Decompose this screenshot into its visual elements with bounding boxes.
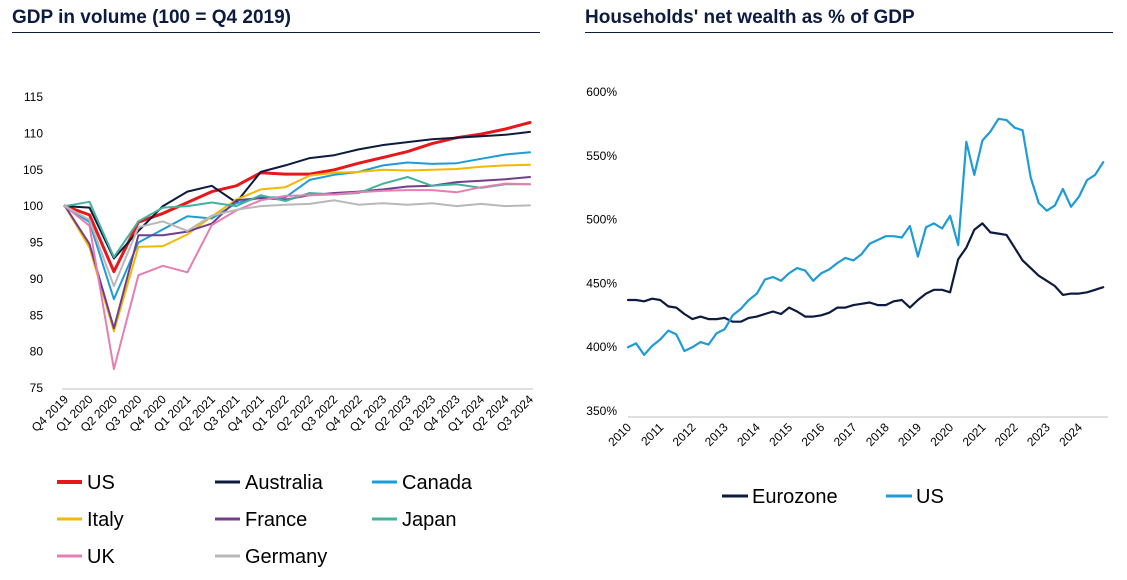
wealth-y-tick-label: 400%	[586, 340, 617, 354]
gdp-legend-label-germany: Germany	[245, 546, 327, 568]
gdp-legend-label-italy: Italy	[87, 509, 124, 531]
gdp-legend-label-france: France	[245, 509, 307, 531]
wealth-title-rule	[585, 32, 1113, 33]
gdp-series-canada	[64, 151, 531, 301]
wealth-legend-label-eurozone: Eurozone	[752, 486, 838, 508]
wealth-y-tick-label: 450%	[586, 276, 617, 290]
wealth-x-tick-label: 2022	[992, 420, 1021, 449]
wealth-x-tick-label: 2014	[734, 420, 763, 449]
wealth-series-us	[626, 117, 1105, 356]
gdp-legend-label-uk: UK	[87, 546, 115, 568]
gdp-legend-label-us: US	[87, 472, 115, 494]
wealth-chart-title: Households' net wealth as % of GDP	[585, 7, 915, 28]
gdp-y-tick-label: 85	[30, 308, 44, 322]
wealth-series-eurozone	[626, 222, 1105, 323]
wealth-y-tick-label: 350%	[586, 404, 617, 418]
wealth-x-tick-label: 2020	[927, 420, 956, 449]
gdp-y-tick-label: 115	[24, 90, 43, 104]
wealth-x-tick-label: 2013	[702, 420, 731, 449]
wealth-x-tick-label: 2012	[670, 420, 699, 449]
gdp-y-tick-label: 100	[23, 199, 43, 213]
wealth-x-tick-label: 2021	[960, 420, 989, 449]
gdp-legend-label-canada: Canada	[402, 472, 473, 494]
gdp-legend-label-australia: Australia	[245, 472, 324, 494]
wealth-x-tick-label: 2010	[605, 420, 634, 449]
wealth-legend-label-us: US	[916, 486, 944, 508]
wealth-x-tick-label: 2011	[638, 420, 666, 448]
wealth-chart: 350% 400% 450% 500% 550% 600% 2010 2011 2012 2013…	[586, 85, 1108, 508]
gdp-y-tick-label: 80	[30, 345, 44, 359]
gdp-y-tick-label: 105	[23, 163, 43, 177]
gdp-title-rule	[12, 32, 540, 33]
wealth-x-tick-label: 2018	[863, 420, 892, 449]
gdp-chart-title: GDP in volume (100 = Q4 2019)	[12, 7, 291, 28]
gdp-series-germany	[64, 199, 531, 288]
gdp-series-japan	[64, 176, 531, 259]
gdp-y-tick-label: 95	[30, 236, 44, 250]
wealth-x-tick-label: 2024	[1056, 420, 1085, 449]
gdp-series-france	[64, 176, 531, 330]
gdp-y-tick-label: 75	[30, 381, 44, 395]
wealth-x-tick-label: 2016	[799, 420, 828, 449]
gdp-series-italy	[64, 163, 531, 333]
gdp-series-uk	[64, 182, 531, 371]
gdp-y-tick-label: 90	[30, 272, 44, 286]
wealth-x-tick-label: 2015	[766, 420, 795, 449]
wealth-x-tick-label: 2017	[831, 420, 860, 449]
wealth-y-tick-label: 550%	[586, 149, 617, 163]
gdp-legend-label-japan: Japan	[402, 509, 457, 531]
wealth-x-tick-label: 2019	[895, 420, 924, 449]
gdp-y-tick-label: 110	[24, 126, 43, 140]
wealth-y-tick-label: 500%	[586, 213, 617, 227]
wealth-x-tick-label: 2023	[1024, 420, 1053, 449]
wealth-y-tick-label: 600%	[586, 85, 617, 99]
